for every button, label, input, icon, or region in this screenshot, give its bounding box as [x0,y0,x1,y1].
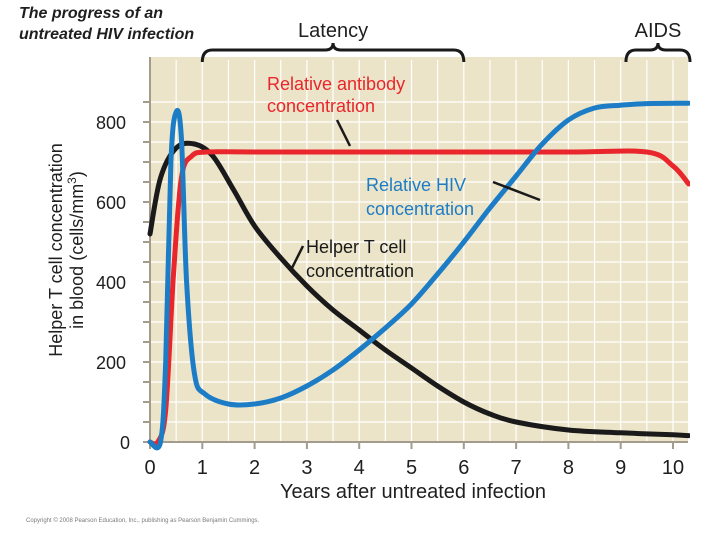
x-tick-label: 2 [249,457,260,479]
plot-background [150,57,688,442]
x-tick-label: 0 [144,457,155,479]
x-tick-label: 8 [563,457,574,479]
x-axis-label: Years after untreated infection [280,481,546,503]
y-axis-label-line2: in blood (cells/mm3) [65,171,87,329]
tcell-label-line1: Helper T cell [306,237,406,257]
antibody-label-line2: concentration [267,96,375,116]
hiv-label-line2: concentration [366,199,474,219]
chart-title-line1: The progress of an [19,5,163,22]
leader-lines [289,119,541,271]
y-tick-label: 400 [96,273,126,293]
y-tick-label: 800 [96,113,126,133]
tcell-label-line2: concentration [306,261,414,281]
helper-t-cell-line [147,140,690,439]
y-ticks: 0 200 400 600 800 [96,101,150,453]
hiv-leader-line [492,180,541,202]
aids-bracket [624,42,692,63]
hiv-label-line1: Relative HIV [366,175,466,195]
tcell-leader-line [289,245,305,271]
copyright-text: Copyright © 2008 Pearson Education, Inc.… [26,517,260,524]
hiv-line [147,100,690,451]
phase-brackets: Latency AIDS [200,20,692,63]
x-ticks: 0 1 2 3 4 5 6 7 8 9 10 [144,442,684,479]
x-tick-label: 10 [662,457,684,479]
aids-label: AIDS [635,20,682,42]
x-tick-label: 9 [615,457,626,479]
latency-bracket [200,42,466,63]
y-tick-label: 600 [96,193,126,213]
y-tick-label: 200 [96,353,126,373]
y-axis-label: Helper T cell concentration in blood (ce… [46,143,87,356]
antibody-label-line1: Relative antibody [267,74,405,94]
y-tick-label: 0 [120,433,130,453]
x-tick-label: 4 [354,457,365,479]
antibody-leader-line [335,119,352,147]
latency-label: Latency [298,20,368,42]
y-axis-label-line1: Helper T cell concentration [46,143,66,356]
x-tick-label: 3 [301,457,312,479]
chart-title-line2: untreated HIV infection [19,26,194,43]
series-layer [147,100,690,451]
x-tick-label: 5 [406,457,417,479]
x-tick-label: 7 [511,457,522,479]
x-tick-label: 1 [197,457,208,479]
antibody-line [147,148,690,447]
x-tick-label: 6 [458,457,469,479]
